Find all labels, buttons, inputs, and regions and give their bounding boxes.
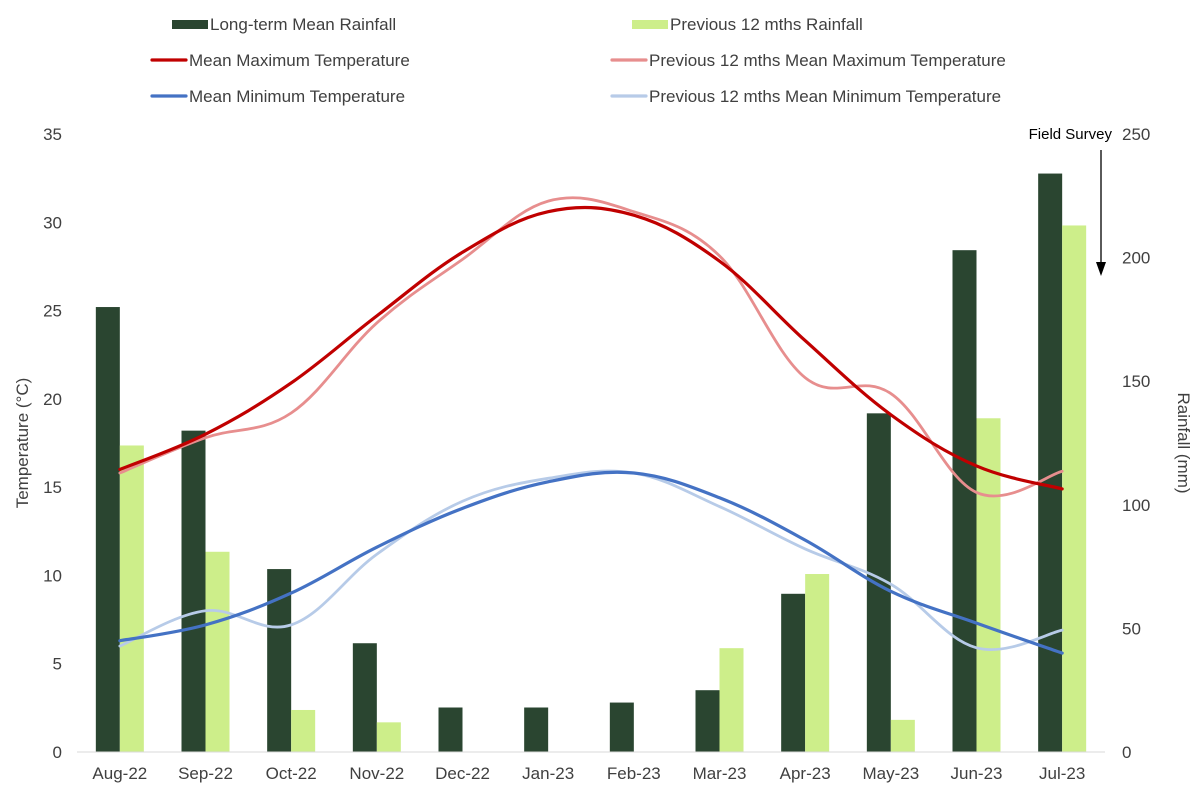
y-tick-label: 25 — [43, 302, 62, 321]
rain-bar-long-term-jan-23 — [524, 707, 549, 752]
y-tick-label: 15 — [43, 478, 62, 497]
x-tick-label: Jul-23 — [1039, 764, 1085, 783]
rain-bar-long-term-sep-22 — [181, 430, 206, 752]
rain-bar-previous-sep-22 — [205, 551, 230, 752]
rain-bar-long-term-dec-22 — [438, 707, 463, 752]
x-tick-label: May-23 — [862, 764, 919, 783]
rain-bar-long-term-nov-22 — [352, 643, 377, 752]
legend-label: Mean Minimum Temperature — [189, 87, 405, 106]
y2-axis-title: Rainfall (mm) — [1174, 392, 1192, 493]
y-tick-label: 35 — [43, 125, 62, 144]
x-tick-label: Mar-23 — [693, 764, 747, 783]
rain-bar-long-term-feb-23 — [609, 702, 634, 752]
line-previous-12-mths-mean-maximum-temperature — [118, 196, 1064, 498]
x-tick-label: Jan-23 — [522, 764, 574, 783]
line-mean-minimum-temperature — [118, 470, 1064, 655]
y-tick-label: 30 — [43, 213, 62, 232]
rain-bar-long-term-oct-22 — [267, 569, 292, 752]
legend-label: Previous 12 mths Mean Maximum Temperatur… — [649, 51, 1006, 70]
y-tick-label: 20 — [43, 390, 62, 409]
rain-bar-long-term-jun-23 — [952, 250, 977, 752]
line-previous-12-mths-mean-minimum-temperature — [118, 469, 1064, 651]
rain-bar-long-term-jul-23 — [1038, 173, 1063, 752]
rain-bar-previous-aug-22 — [119, 445, 144, 752]
rain-bar-previous-mar-23 — [719, 648, 744, 752]
x-tick-label: Aug-22 — [92, 764, 147, 783]
y2-tick-label: 250 — [1122, 125, 1150, 144]
y-tick-label: 10 — [43, 566, 62, 585]
rain-bar-previous-apr-23 — [805, 574, 830, 752]
rain-bar-previous-jul-23 — [1062, 225, 1087, 753]
y2-tick-label: 0 — [1122, 743, 1131, 762]
y2-tick-label: 150 — [1122, 372, 1150, 391]
line-mean-maximum-temperature — [118, 205, 1064, 491]
chart-axes: Temperature (°C) Rainfall (mm) 0 5 10 15 20 2… — [13, 125, 1192, 783]
rainfall-bars — [95, 173, 1087, 753]
x-tick-label: Apr-23 — [780, 764, 831, 783]
legend-swatch — [632, 20, 668, 29]
temperature-lines — [118, 196, 1064, 655]
rain-bar-long-term-apr-23 — [781, 593, 806, 752]
rain-bar-previous-nov-22 — [376, 722, 401, 752]
x-tick-label: Oct-22 — [266, 764, 317, 783]
rain-bar-long-term-mar-23 — [695, 690, 720, 752]
legend-label: Previous 12 mths Mean Minimum Temperatur… — [649, 87, 1001, 106]
y2-tick-label: 50 — [1122, 619, 1141, 638]
annotation-arrow-head — [1096, 262, 1106, 276]
rain-bar-previous-oct-22 — [291, 709, 316, 752]
y-axis-title: Temperature (°C) — [13, 378, 32, 509]
x-tick-label: Sep-22 — [178, 764, 233, 783]
y2-tick-label: 200 — [1122, 249, 1150, 268]
annotation-label: Field Survey — [1029, 126, 1113, 143]
x-tick-label: Jun-23 — [951, 764, 1003, 783]
y-tick-label: 5 — [53, 655, 62, 674]
legend-label: Long-term Mean Rainfall — [210, 15, 396, 34]
y-tick-label: 0 — [53, 743, 62, 762]
chart-legend: Long-term Mean Rainfall Previous 12 mths … — [150, 15, 1006, 106]
y2-tick-label: 100 — [1122, 496, 1150, 515]
x-tick-label: Nov-22 — [349, 764, 404, 783]
field-survey-annotation: Field Survey — [1029, 126, 1113, 276]
legend-label: Mean Maximum Temperature — [189, 51, 410, 70]
legend-swatch — [172, 20, 208, 29]
rain-bar-long-term-aug-22 — [95, 307, 120, 752]
legend-label: Previous 12 mths Rainfall — [670, 15, 863, 34]
rain-bar-previous-may-23 — [890, 719, 915, 752]
x-tick-label: Feb-23 — [607, 764, 661, 783]
x-tick-label: Dec-22 — [435, 764, 490, 783]
